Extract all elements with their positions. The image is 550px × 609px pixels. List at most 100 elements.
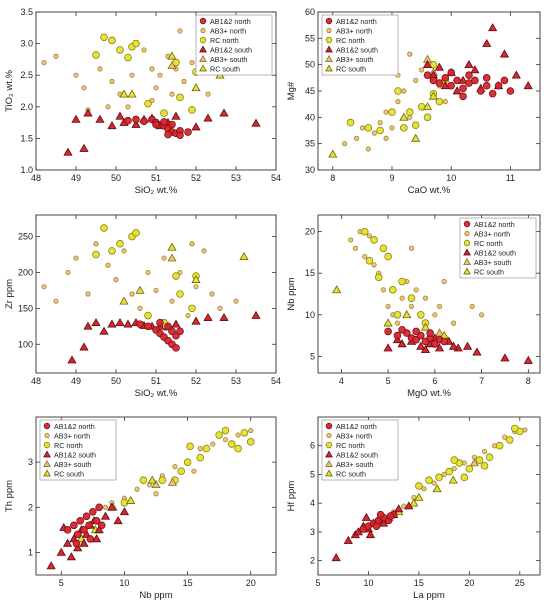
data-point-ab1-2-north (72, 539, 81, 548)
y-tick-label: 200 (18, 267, 33, 277)
legend-label: AB3+ south (54, 460, 91, 469)
data-point-ab3-north (134, 486, 140, 492)
data-point-rc-north (234, 444, 242, 453)
x-tick-label: 7 (479, 376, 484, 386)
data-point-rc-north (176, 93, 184, 102)
data-point-ab1-2-south (123, 319, 133, 328)
legend-label: AB3+ north (54, 432, 90, 441)
data-point-rc-south (414, 492, 424, 501)
x-tick-label: 6 (432, 376, 437, 386)
data-point-rc-north (393, 310, 402, 319)
data-point-ab3-north (401, 88, 407, 94)
data-point-ab1-2-south (523, 355, 533, 364)
data-point-ab1-2-south (383, 343, 393, 352)
points-layer (328, 23, 533, 158)
data-point-ab1-2-south (251, 118, 261, 127)
data-point-ab3-north (399, 295, 405, 301)
points-layer (332, 227, 533, 364)
data-point-rc-south (420, 322, 431, 331)
data-point-ab3-north (113, 277, 119, 283)
data-point-rc-south (167, 242, 177, 251)
data-point-ab1-2-south (66, 552, 76, 561)
legend-marker (325, 450, 333, 458)
data-point-ab3-north (105, 262, 111, 268)
data-point-ab3-north (161, 255, 167, 261)
data-point-ab1-2-north (447, 68, 456, 77)
data-point-ab1-2-south (107, 319, 117, 328)
legend-box (195, 14, 273, 76)
legend-label: RC north (210, 36, 239, 45)
data-point-ab1-2-south (79, 143, 89, 152)
data-point-ab1-2-south (100, 511, 111, 520)
data-point-rc-south (191, 83, 201, 92)
y-tick-label: 6 (310, 441, 315, 451)
data-point-ab3-north (137, 305, 143, 311)
data-point-ab1-2-south (394, 504, 404, 513)
data-point-ab1-2-south (115, 111, 125, 120)
data-point-ab3-north (185, 312, 191, 319)
legend-marker (326, 432, 332, 439)
data-point-ab3-north (348, 237, 354, 243)
data-point-ab1-2-south (71, 114, 81, 123)
data-point-rc-north (360, 227, 369, 236)
legend-label: AB1&2 north (474, 220, 515, 229)
data-point-ab3-north (235, 432, 241, 438)
data-point-ab1-2-north (156, 318, 164, 327)
data-point-ab3-north (441, 278, 447, 285)
data-point-ab1-2-north (132, 115, 140, 124)
data-point-rc-north (417, 310, 425, 319)
x-tick-label: 51 (151, 376, 161, 386)
data-point-rc-north (388, 286, 397, 294)
data-point-ab3-north (41, 284, 47, 290)
data-point-ab3-north (359, 125, 365, 131)
data-point-rc-south (239, 251, 249, 260)
data-point-ab3-north (109, 78, 115, 85)
data-point-rc-north (188, 106, 196, 114)
legend-label: AB3+ south (336, 55, 373, 64)
y-tick-label: 1.0 (20, 165, 33, 175)
data-point-rc-north (465, 464, 474, 473)
legend-label: AB1&2 north (336, 17, 377, 26)
data-point-ab1-2-north (164, 322, 172, 331)
data-point-ab1-2-south (83, 108, 93, 117)
legend-marker (463, 267, 471, 275)
data-point-ab3-south (167, 477, 178, 486)
data-point-ab1-2-north (89, 507, 97, 516)
y-tick-label: 3 (310, 527, 315, 537)
data-point-ab3-north (451, 466, 457, 472)
legend-label: AB1&2 south (336, 46, 378, 55)
data-point-rc-south (411, 133, 421, 142)
legend-label: AB3+ north (474, 230, 510, 239)
data-point-ab1-2-south (420, 344, 431, 354)
y-tick-label: 1 (28, 547, 33, 557)
data-point-ab1-2-north (152, 120, 160, 129)
x-axis-label: CaO wt.% (408, 185, 451, 196)
legend-marker (199, 36, 207, 44)
x-tick-label: 52 (191, 376, 201, 386)
data-point-rc-north (505, 436, 514, 444)
data-point-ab1-2-north (500, 76, 509, 85)
data-point-ab3-north (442, 98, 448, 105)
data-point-ab1-2-north (471, 76, 479, 85)
data-point-rc-south (126, 495, 136, 504)
data-point-rc-south (147, 475, 157, 484)
data-point-rc-north (435, 473, 443, 482)
legend-label: AB3+ south (210, 55, 247, 64)
legend-marker (326, 27, 332, 34)
data-point-ab1-2-south (67, 355, 77, 364)
data-point-ab1-2-south (191, 122, 201, 131)
legend-label: AB1&2 north (54, 422, 95, 431)
y-tick-label: 2.5 (20, 70, 33, 80)
legend-label: RC north (474, 239, 503, 248)
data-point-ab3-north (81, 85, 87, 91)
x-axis-label: Nb ppm (139, 590, 172, 601)
data-point-ab3-north (353, 135, 360, 141)
data-point-rc-north (158, 476, 167, 485)
legend-label: AB1&2 south (210, 46, 252, 55)
x-tick-label: 52 (191, 173, 201, 183)
data-point-ab3-north (422, 295, 429, 301)
data-point-ab1-2-south (171, 111, 181, 120)
data-point-ab1-2-south (83, 321, 93, 330)
